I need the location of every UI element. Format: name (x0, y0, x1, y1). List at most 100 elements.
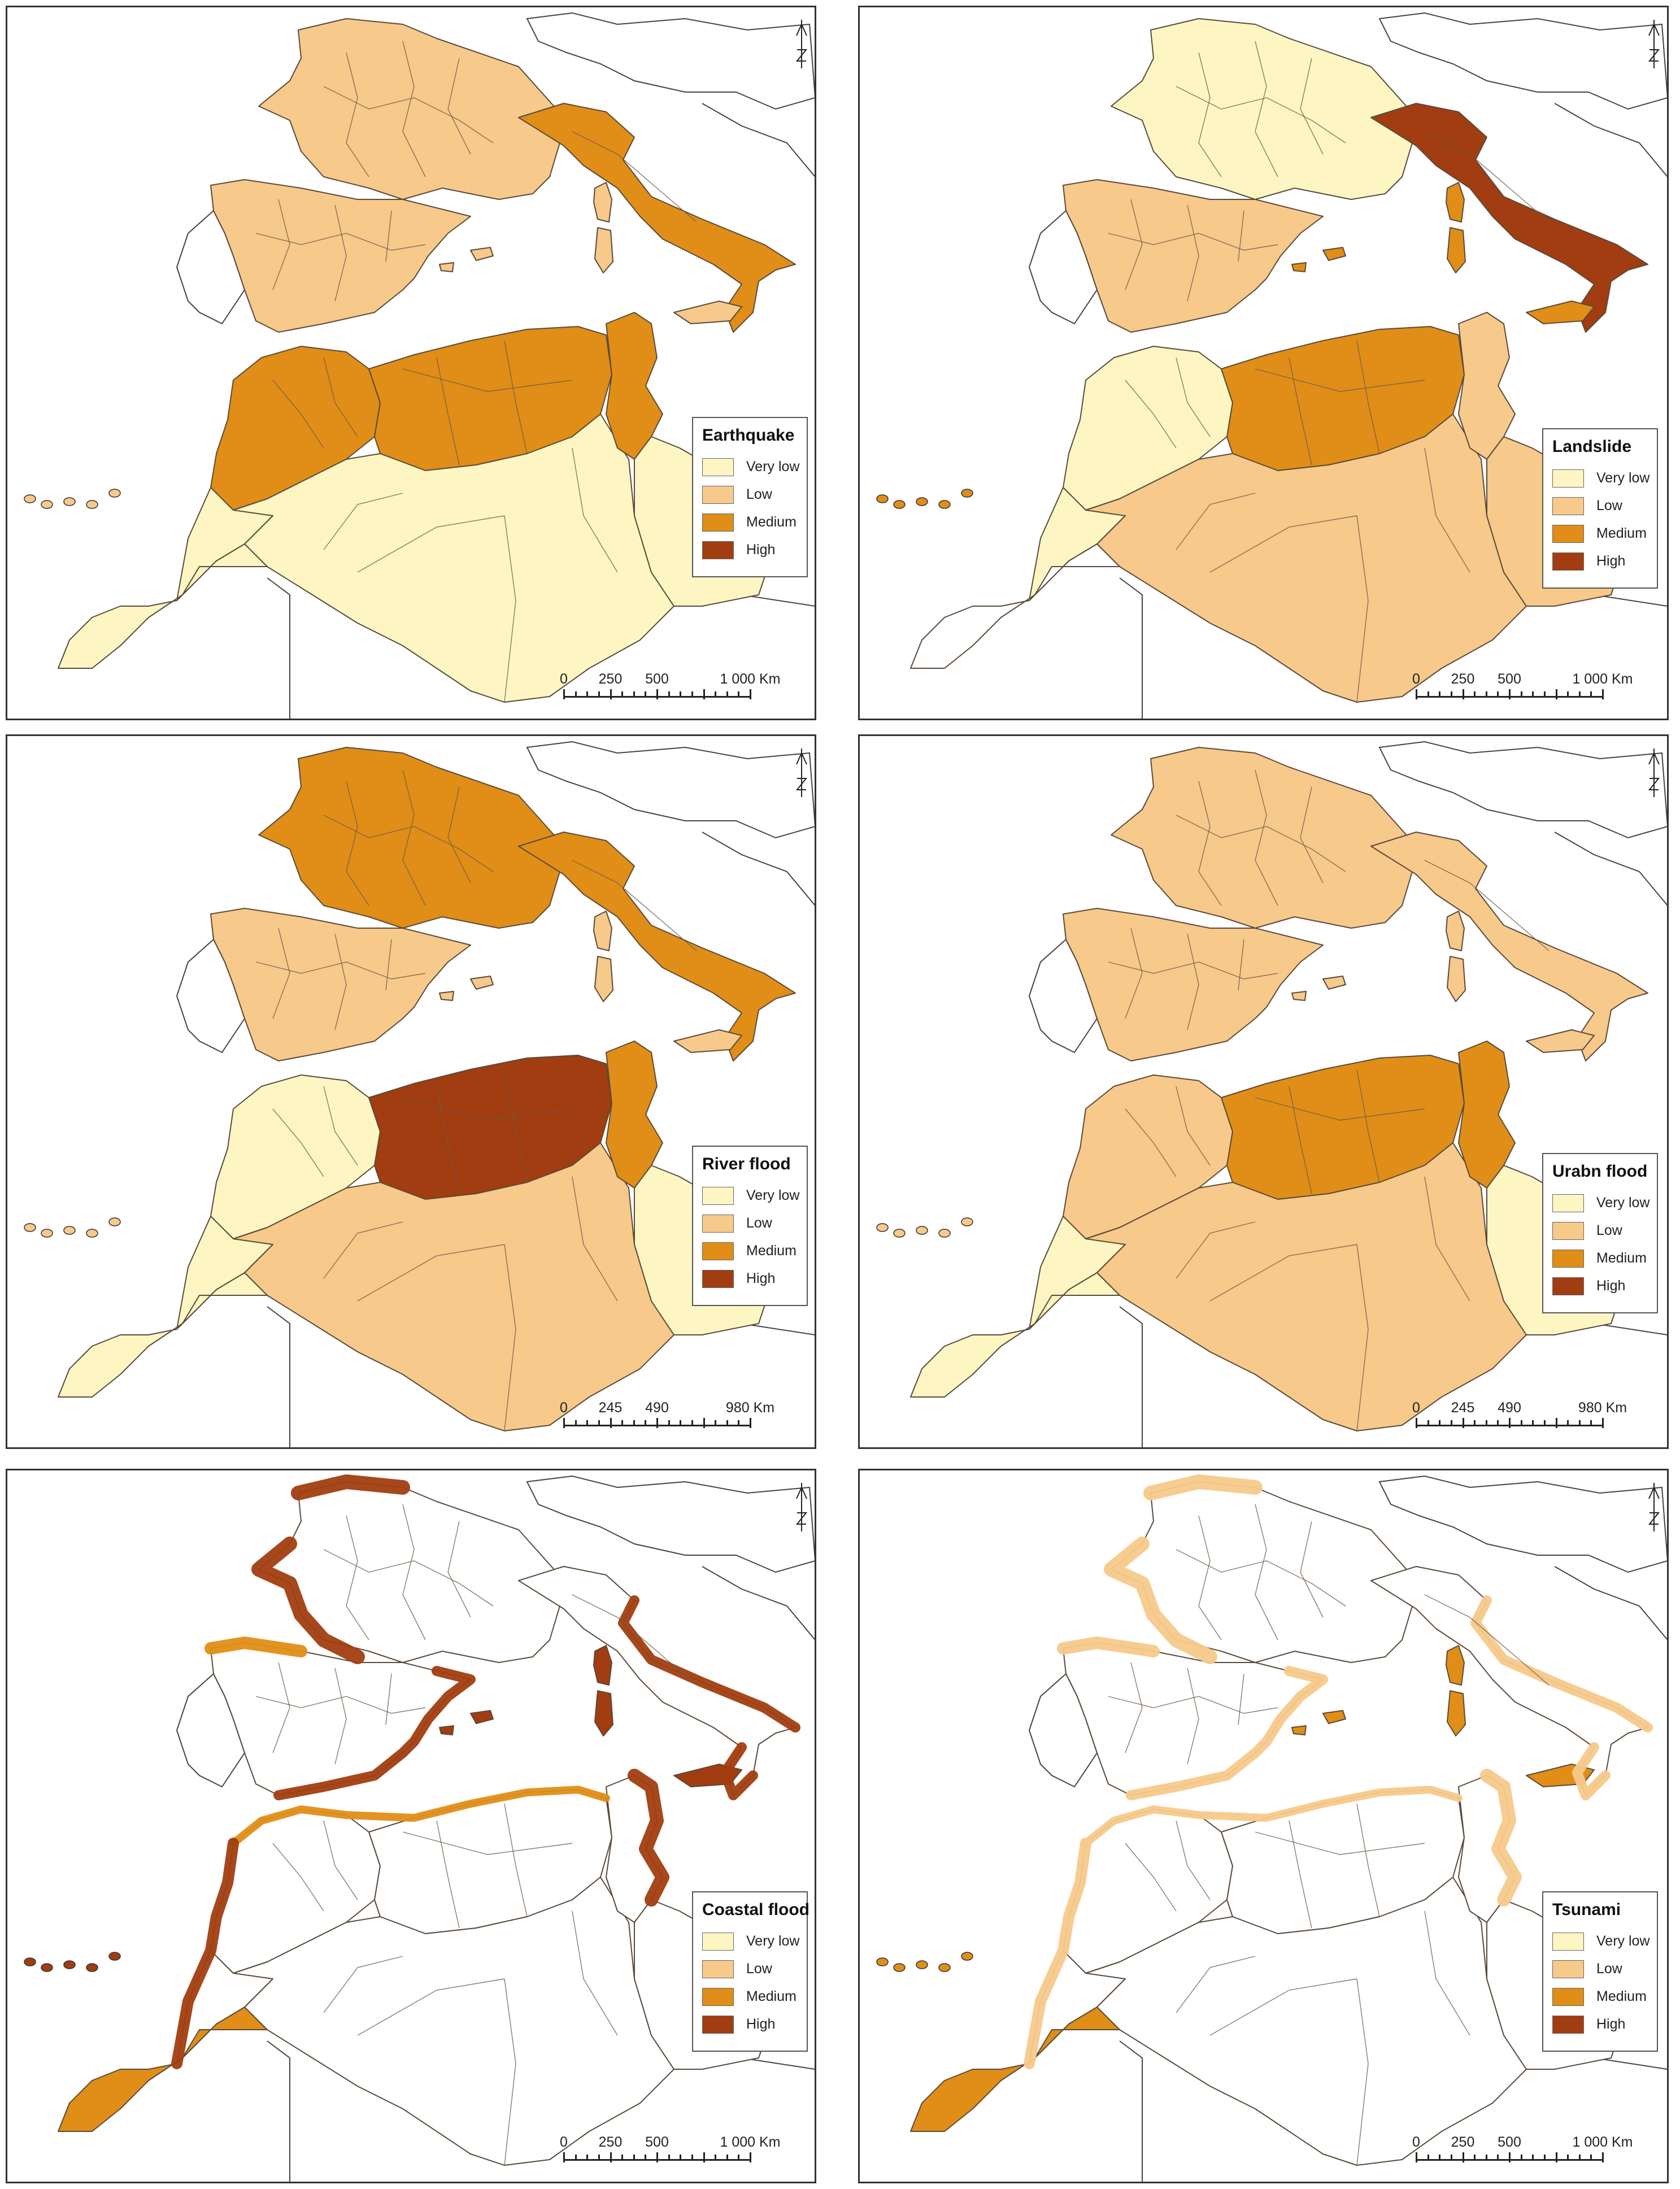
region-tunisia (606, 312, 663, 460)
scale-tick (1555, 689, 1557, 699)
scale-tick (645, 691, 647, 697)
legend-entry: Medium (702, 1983, 798, 2010)
scale-tick (668, 2155, 670, 2160)
neighbour-outline (1378, 12, 1667, 110)
map-canvas (876, 12, 1667, 719)
scale-tick (1497, 1420, 1499, 1426)
legend-entry: Very low (1552, 1189, 1649, 1217)
canary-island (916, 1960, 928, 1969)
neighbour-outline (526, 1475, 815, 1573)
province-boundary (1176, 1956, 1256, 2013)
canary-island (41, 500, 53, 509)
province-boundary (1198, 1515, 1222, 1640)
province-boundary (357, 1244, 505, 1302)
region-westsahara (910, 1272, 1120, 1398)
scale-tick (1543, 2155, 1546, 2160)
neighbour-outline (1554, 103, 1667, 177)
scale-tick (656, 1418, 658, 1428)
scale-tick (1462, 2152, 1464, 2162)
region-iberia (210, 908, 471, 1061)
province-boundary (1356, 1803, 1380, 1917)
scale-tick (1532, 2155, 1534, 2160)
legend-swatch (1552, 524, 1584, 543)
scale-label: 1 000 Km (720, 671, 781, 687)
region-islands (1291, 182, 1595, 324)
province-boundary (1289, 1086, 1312, 1194)
province-boundary (385, 939, 392, 991)
canary-island (41, 1963, 53, 1972)
scale-tick (1555, 2152, 1557, 2162)
region-italy (1370, 832, 1648, 1061)
scale-bar: 0 250 500 1 000 Km (560, 671, 781, 711)
legend-swatch (1552, 469, 1584, 488)
scale-tick (1520, 2155, 1522, 2160)
legend-label: Low (1596, 498, 1622, 513)
province-boundary (346, 52, 369, 177)
scale-tick (633, 691, 635, 697)
legend-label: Medium (746, 1243, 797, 1259)
legend-entry: Medium (702, 1237, 798, 1265)
canary-island (893, 1229, 906, 1238)
legend-entry: High (1552, 2010, 1648, 2038)
province-boundary (334, 1668, 347, 1765)
scale-tick (574, 2155, 577, 2160)
canary-island (961, 489, 973, 498)
province-boundary (1255, 368, 1425, 392)
neighbour-outline (526, 12, 815, 110)
scale-tick (726, 691, 728, 697)
coastal-band (204, 1637, 307, 1657)
map-panel: Tsunami Very low Low Medium High 0 250 500 1 000… (858, 1469, 1669, 2183)
region-france (1111, 747, 1420, 929)
scale-label: 980 Km (1578, 1400, 1627, 1416)
province-boundary (346, 1515, 369, 1640)
scale-tick (1602, 1418, 1604, 1428)
province-boundary (1255, 769, 1278, 906)
canary-island (24, 494, 36, 503)
legend-entry: High (702, 1265, 798, 1292)
scale-tick (1416, 2152, 1417, 2162)
neighbour-outline (1119, 577, 1143, 719)
scale-tick (1555, 1418, 1557, 1428)
province-boundary (1289, 357, 1312, 465)
province-boundary (1356, 515, 1369, 703)
scale-label: 1 000 Km (1572, 2134, 1633, 2150)
coastal-band (720, 1742, 758, 1800)
region-italy (518, 832, 796, 1061)
scale-tick (1590, 1420, 1592, 1426)
region-italy (518, 1566, 796, 1796)
legend-swatch (702, 1960, 734, 1978)
canary-island (63, 1960, 76, 1969)
region-westsahara (910, 2007, 1120, 2132)
region-iberia (1063, 179, 1324, 333)
scale-tick (1450, 1420, 1452, 1426)
scale-label: 0 (1412, 1400, 1420, 1416)
province-boundary (1176, 815, 1346, 872)
province-boundary (334, 933, 347, 1030)
coastal-band (291, 1474, 410, 1500)
scale-label: 0 (1412, 2134, 1420, 2150)
scale-tick (691, 1420, 693, 1426)
legend-entry: Low (702, 1955, 798, 1983)
province-boundary (447, 58, 471, 155)
scale-tick (1450, 2155, 1452, 2160)
scale-tick (1602, 2152, 1604, 2162)
province-boundary (572, 447, 618, 573)
map-legend: Landslide Very low Low Medium High (1542, 428, 1658, 589)
scale-tick (633, 1420, 635, 1426)
province-boundary (447, 1521, 471, 1618)
neighbour-outline (267, 2040, 290, 2182)
north-arrow-icon (795, 748, 808, 797)
province-boundary (402, 1097, 573, 1121)
canary-island (86, 500, 98, 509)
scale-tick (1485, 1420, 1487, 1426)
province-boundary (1187, 204, 1199, 302)
scale-tick (563, 1418, 565, 1428)
province-boundary (1209, 1244, 1357, 1302)
province-boundary (323, 815, 494, 872)
legend-swatch (1552, 1932, 1584, 1951)
province-boundary (272, 1108, 324, 1177)
legend-title: Landslide (1552, 437, 1632, 456)
legend-entry: Medium (1552, 1244, 1648, 1272)
legend-entry: High (702, 2010, 798, 2038)
canary-island (938, 1229, 951, 1238)
